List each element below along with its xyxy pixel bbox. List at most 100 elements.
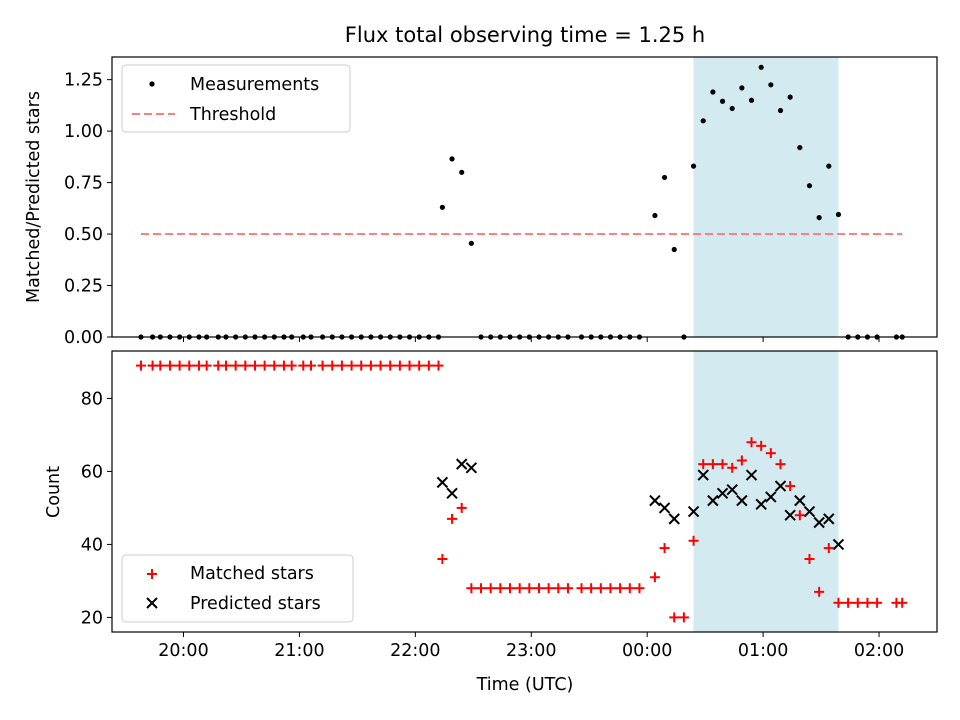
bottom-x-ticks: 20:00 21:00 22:00 23:00 00:00 01:00 02:00 [158,632,904,661]
top-shaded-region [693,57,839,337]
matched-star-point [576,583,587,594]
predicted-star-point [465,462,478,474]
predicted-star-point [726,483,738,496]
measurement-point [787,94,793,100]
predicted-star-point [716,487,729,500]
matched-star-point [669,612,680,623]
bottom-legend: Matched stars Predicted stars [121,554,354,623]
bottom-x-tick-label: 21:00 [274,641,324,661]
predicted-star-point [794,494,806,507]
matched-star-point [394,360,405,371]
matched-star-point [365,360,376,371]
matched-star-point [317,360,328,371]
matched-star-point [230,360,241,371]
legend-matched-label: Matched stars [190,564,314,584]
matched-star-point [852,597,863,608]
matched-star-point [201,360,212,371]
matched-star-point [785,481,796,492]
matched-star-point [659,543,670,554]
measurement-point [826,163,832,169]
matched-star-point [135,360,146,371]
measurement-point [758,64,764,70]
top-y-tick-label: 0.25 [64,277,103,297]
bottom-x-tick-label: 20:00 [158,641,208,661]
predicted-star-point [755,498,767,510]
legend-measurements-marker [149,81,155,87]
top-y-tick-label: 1.25 [64,71,103,91]
matched-star-point [833,597,844,608]
matched-star-point [553,583,564,594]
matched-star-point [336,360,347,371]
top-legend: Measurements Threshold [121,64,351,133]
bottom-legend-box [121,554,354,623]
matched-star-point [649,572,660,583]
top-plot-frame [111,56,938,338]
matched-star-point [707,459,718,470]
matched-star-point [466,583,477,594]
predicted-star-point [658,502,671,514]
bottom-x-axis-label: Time (UTC) [476,675,574,695]
matched-star-point [249,360,260,371]
top-panel: Flux total observing time = 1.25 h 0.000… [24,23,938,348]
bottom-plot-frame [111,350,938,633]
measurement-point [449,156,455,162]
bottom-y-ticks: 20 40 60 80 [81,389,112,628]
predicted-star-point [784,509,796,521]
measurement-point [700,118,706,124]
matched-star-point [698,459,709,470]
bottom-x-tick-label: 01:00 [738,641,788,661]
matched-star-point [543,583,554,594]
legend-matched-marker [147,569,157,579]
matched-star-point [843,597,854,608]
matched-star-point [306,360,317,371]
top-legend-box [121,64,351,133]
matched-star-point [615,583,626,594]
predicted-star-point [803,505,816,518]
matched-star-point [456,502,467,513]
bottom-y-tick-label: 40 [81,535,103,555]
predicted-star-point [813,516,825,529]
matched-star-point [476,583,487,594]
matched-star-point [514,583,525,594]
matched-star-point [756,440,767,451]
matched-star-point [775,459,786,470]
matched-star-point [164,360,175,371]
measurement-point [729,105,735,112]
matched-star-point [259,360,270,371]
matched-star-point [605,583,616,594]
bottom-x-tick-label: 22:00 [390,641,440,661]
measurement-point [459,169,465,175]
bottom-x-tick-label: 23:00 [506,641,556,661]
matched-star-point [624,583,635,594]
predicted-star-point [765,491,777,503]
matched-star-point [240,360,251,371]
measurement-point [768,82,774,88]
predicted-star-point [456,458,468,470]
measurement-point [661,174,668,181]
bottom-x-tick-label: 00:00 [622,641,672,661]
predicted-star-point [436,476,449,489]
legend-predicted-marker [146,597,158,609]
predicted-star-point [823,513,835,525]
predicted-star-point [745,469,758,481]
matched-star-point [765,448,776,459]
matched-star-point [823,543,834,554]
measurement-point [468,240,474,246]
matched-star-point [385,360,396,371]
measurement-point [806,183,813,189]
bottom-x-tick-label: 02:00 [854,641,904,661]
matched-star-point [404,360,415,371]
matched-star-point [286,360,297,371]
top-panel-title: Flux total observing time = 1.25 h [345,23,705,47]
matched-star-point [736,455,747,466]
matched-star-point [433,360,444,371]
matched-star-point [414,360,425,371]
predicted-star-point [697,469,709,481]
matched-star-point [595,583,606,594]
measurement-point [797,144,803,151]
predicted-star-point [649,494,661,507]
top-y-tick-label: 0.50 [64,225,103,245]
matched-star-point [447,513,458,524]
measurement-point [719,98,726,104]
matched-star-point [634,583,645,594]
